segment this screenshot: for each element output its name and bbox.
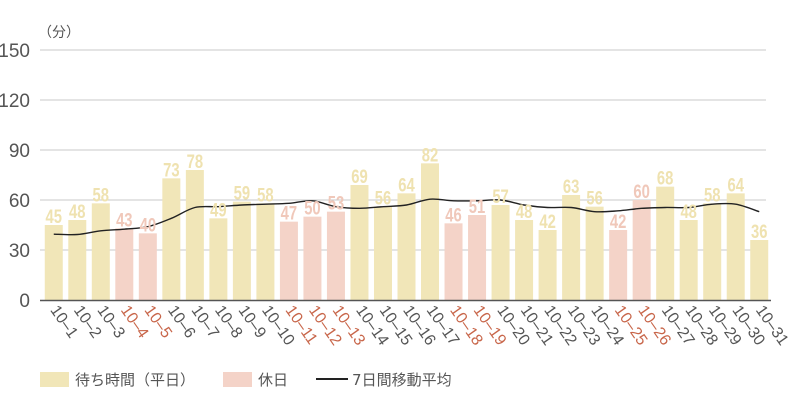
y-tick-label: 150 [0,41,30,62]
bar-value-label: 49 [210,200,226,221]
y-tick-label: 120 [0,91,30,112]
weekday-bar [397,193,416,300]
weekday-bar [703,203,722,300]
weekday-bar [750,240,769,300]
bar-value-label: 63 [563,176,579,197]
bar-value-label: 57 [492,186,508,207]
legend-label-weekday: 待ち時間（平日） [75,370,196,389]
legend-item-moving-average: 7日間移動平均 [316,369,452,390]
y-unit-label: （分） [38,25,80,41]
weekday-bar [538,230,557,300]
bar-value-label: 51 [469,196,485,217]
y-tick-label: 0 [19,291,30,312]
holiday-bar [609,230,628,300]
bar-value-label: 82 [422,145,438,166]
y-tick-label: 60 [9,191,30,212]
bar-value-label: 64 [398,175,415,196]
bar-value-label: 59 [234,183,250,204]
bar-value-label: 53 [328,193,344,214]
weekday-bar [162,178,181,300]
bar-value-label: 40 [140,215,156,236]
bar-value-label: 69 [351,166,367,187]
bar-value-label: 58 [93,185,109,206]
bar-value-label: 45 [46,206,62,227]
bar-value-label: 46 [445,205,461,226]
legend-label-holiday: 休日 [258,370,289,389]
bar-value-label: 48 [516,201,532,222]
weekday-bar [726,193,745,300]
holiday-bar [303,216,322,300]
holiday-bar [326,211,345,300]
bar-value-label: 42 [539,211,555,232]
holiday-bar [279,221,298,300]
weekday-bar [256,203,275,300]
legend-item-weekday: 待ち時間（平日） [40,369,195,390]
bar-value-label: 47 [281,203,297,224]
weekday-bar [585,206,604,300]
bar-value-label: 48 [680,201,696,222]
holiday-bar [468,215,487,300]
bar-value-label: 42 [610,211,626,232]
weekday-bar [209,218,228,300]
weekday-swatch [40,371,69,387]
holiday-swatch [223,371,253,387]
bar-value-label: 60 [633,181,649,202]
legend: 待ち時間（平日） 休日 7日間移動平均 [40,367,480,391]
bar-value-label: 48 [69,201,85,222]
holiday-bar [138,233,157,300]
bar-value-label: 64 [727,175,744,196]
bar-value-label: 50 [304,198,320,219]
holiday-bar [444,223,463,300]
bar-value-label: 58 [704,185,720,206]
y-tick-label: 90 [9,141,30,162]
weekday-bar [562,195,581,300]
bar-value-label: 58 [257,185,273,206]
line-swatch [316,378,349,380]
bar-value-label: 36 [751,221,767,242]
weekday-bar [350,185,369,300]
bar-value-label: 56 [375,188,391,209]
bar-value-label: 73 [163,160,179,181]
weekday-bar [185,170,204,300]
bar-value-label: 56 [586,188,602,209]
holiday-bar [115,228,134,300]
y-tick-label: 30 [9,241,30,262]
weekday-bar [656,186,675,300]
weekday-bar [44,225,63,300]
moving-average-line [53,198,760,236]
weekday-bar [232,201,251,300]
weekday-bar [491,205,510,300]
bar-value-label: 43 [116,210,132,231]
weekday-bar [373,206,392,300]
bar-value-label: 68 [657,168,673,189]
weekday-bar [679,220,698,300]
weekday-bar [421,163,440,300]
weekday-bar [91,203,110,300]
bar-value-label: 78 [187,151,203,172]
weekday-bar [515,220,534,300]
holiday-bar [632,200,651,300]
legend-item-holiday: 休日 [223,369,288,390]
legend-label-moving-average: 7日間移動平均 [352,370,452,389]
weekday-bar [68,220,87,300]
